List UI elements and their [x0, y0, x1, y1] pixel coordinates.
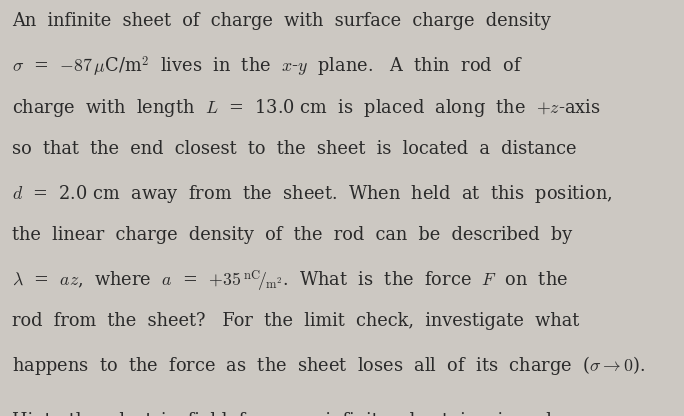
Text: Hint:  the  electric  field  from  an  infinite  sheet  is  given  by: Hint: the electric field from an infinit… — [12, 412, 568, 416]
Text: the  linear  charge  density  of  the  rod  can  be  described  by: the linear charge density of the rod can… — [12, 226, 573, 244]
Text: so  that  the  end  closest  to  the  sheet  is  located  a  distance: so that the end closest to the sheet is … — [12, 140, 577, 158]
Text: happens  to  the  force  as  the  sheet  loses  all  of  its  charge  ($\sigma \: happens to the force as the sheet loses … — [12, 354, 645, 377]
Text: An  infinite  sheet  of  charge  with  surface  charge  density: An infinite sheet of charge with surface… — [12, 12, 551, 30]
Text: rod  from  the  sheet?   For  the  limit  check,  investigate  what: rod from the sheet? For the limit check,… — [12, 312, 579, 329]
Text: $\sigma$  =  $-87\,\mu$C/m$^2$  lives  in  the  $x$-$y$  plane.   A  thin  rod  : $\sigma$ = $-87\,\mu$C/m$^2$ lives in th… — [12, 54, 523, 79]
Text: $d$  =  2.0 cm  away  from  the  sheet.  When  held  at  this  position,: $d$ = 2.0 cm away from the sheet. When h… — [12, 183, 613, 205]
Text: charge  with  length  $L$  =  13.0 cm  is  placed  along  the  $+z$-axis: charge with length $L$ = 13.0 cm is plac… — [12, 97, 601, 119]
Text: $\lambda$  =  $az$,  where  $a$  =  $+35\,^{\rm nC}\!/\!_{\rm m^2}$.  What  is  : $\lambda$ = $az$, where $a$ = $+35\,^{\r… — [12, 269, 568, 294]
